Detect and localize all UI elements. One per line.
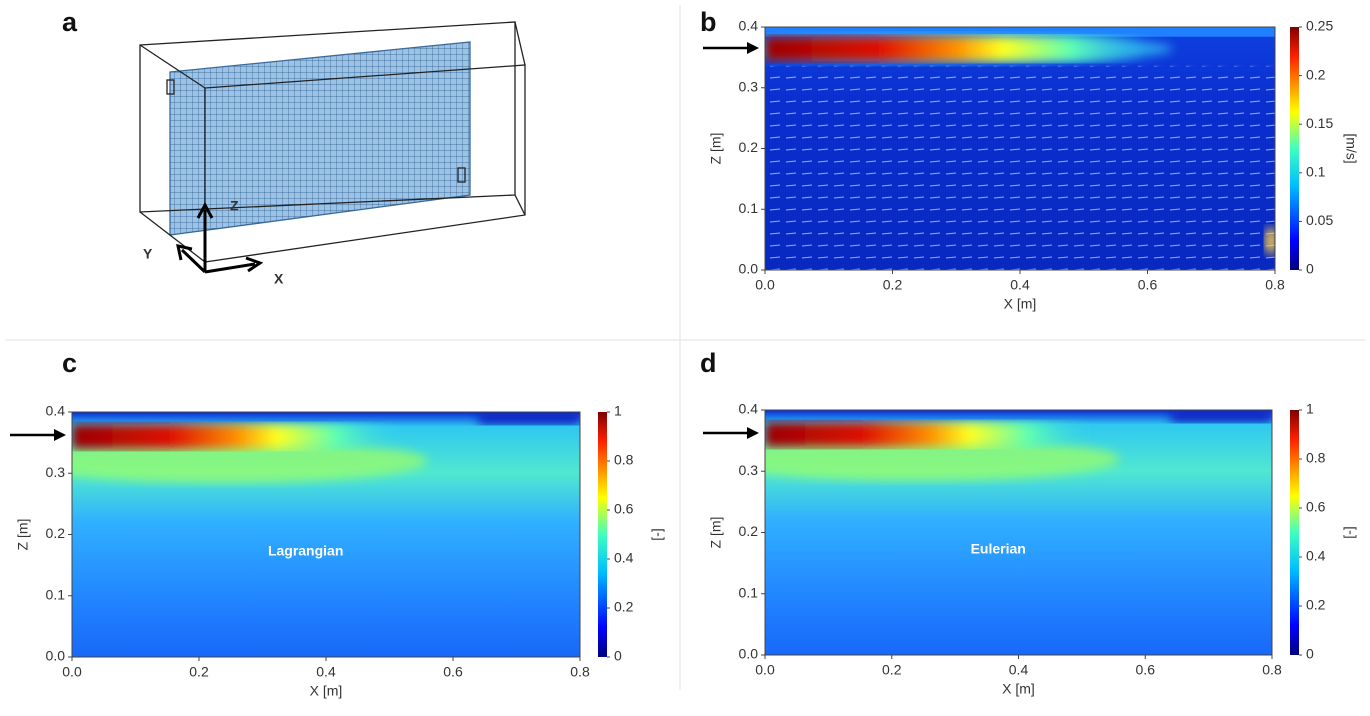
x-tick-label: 0.4 — [316, 664, 336, 680]
y-axis-label: Z [m] — [708, 517, 724, 549]
colorbar-tick-label: 0.6 — [1306, 499, 1326, 515]
colorbar-label: [-] — [651, 528, 667, 540]
field-top — [765, 27, 1275, 37]
top-edge — [478, 412, 580, 425]
y-tick-label: 0.4 — [46, 403, 66, 419]
x-tick-label: 0.8 — [1262, 662, 1282, 678]
y-tick-label: 0.4 — [739, 401, 759, 417]
panel-label: c — [62, 348, 77, 378]
domain-sketch — [139, 21, 526, 263]
x-axis-label: X [m] — [310, 683, 343, 699]
colorbar-tick-label: 0.2 — [614, 599, 634, 615]
x-tick-label: 0.2 — [882, 662, 902, 678]
inlet-arrowhead — [747, 42, 759, 54]
colorbar-tick-label: 0.2 — [1306, 597, 1326, 613]
colorbar — [1290, 27, 1299, 270]
plume — [72, 424, 403, 449]
field-map — [72, 412, 580, 657]
x-axis-label: X [m] — [1004, 296, 1037, 312]
y-tick-label: 0.3 — [46, 464, 66, 480]
y-tick-label: 0.0 — [46, 648, 66, 664]
x-axis-label: X [m] — [1002, 681, 1035, 697]
y-tick-label: 0.1 — [739, 200, 759, 216]
colorbar-tick-label: 0.8 — [1306, 450, 1326, 466]
inlet-arrowhead — [747, 427, 759, 439]
x-tick-label: 0.2 — [883, 277, 903, 293]
y-tick-label: 0.2 — [739, 139, 759, 155]
colorbar-tick-label: 0 — [614, 648, 622, 664]
top-edge — [1170, 410, 1272, 423]
x-tick-label: 0.8 — [1265, 277, 1285, 293]
y-tick-label: 0.2 — [739, 523, 759, 539]
plume-glow — [72, 438, 428, 484]
colorbar-label: [-] — [1343, 526, 1359, 538]
panel-label: b — [700, 7, 717, 37]
plume — [765, 36, 1148, 62]
plume — [765, 422, 1095, 447]
coordinate-axes — [176, 201, 264, 274]
colorbar-tick-label: 0.15 — [1306, 115, 1333, 131]
y-tick-label: 0.0 — [739, 261, 759, 277]
x-tick-label: 0.4 — [1009, 662, 1029, 678]
x-tick-label: 0.0 — [755, 277, 775, 293]
y-tick-label: 0.0 — [739, 646, 759, 662]
y-axis-label: Z [m] — [15, 519, 31, 551]
panel-label: a — [62, 7, 78, 37]
x-tick-label: 0.2 — [189, 664, 209, 680]
annotation: Lagrangian — [268, 542, 343, 558]
axis-name: Z — [230, 198, 239, 214]
colorbar-tick-label: 1 — [1306, 401, 1314, 417]
colorbar-label: [m/s] — [1343, 133, 1359, 163]
colorbar — [598, 412, 607, 657]
colorbar-tick-label: 0.1 — [1306, 164, 1326, 180]
x-tick-label: 0.0 — [62, 664, 82, 680]
x-tick-label: 0.0 — [755, 662, 775, 678]
x-tick-label: 0.8 — [570, 664, 590, 680]
colorbar-tick-label: 0 — [1306, 261, 1314, 277]
x-tick-label: 0.4 — [1010, 277, 1030, 293]
field — [72, 412, 580, 657]
colorbar — [1290, 410, 1299, 655]
colorbar-tick-label: 0 — [1306, 646, 1314, 662]
y-tick-label: 0.1 — [46, 586, 66, 602]
field — [765, 410, 1272, 655]
field — [765, 27, 1275, 270]
y-tick-label: 0.2 — [46, 525, 66, 541]
colorbar-tick-label: 0.4 — [1306, 548, 1326, 564]
colorbar-tick-label: 0.4 — [614, 550, 634, 566]
panel-label: d — [700, 348, 717, 378]
field-map — [765, 410, 1272, 655]
colorbar-tick-label: 0.8 — [614, 452, 634, 468]
colorbar-tick-label: 0.25 — [1306, 18, 1333, 34]
vectors — [765, 65, 1275, 270]
y-tick-label: 0.4 — [739, 18, 759, 34]
field-map — [765, 27, 1275, 270]
inlet-arrowhead — [54, 429, 66, 441]
annotation: Eulerian — [971, 540, 1026, 556]
x-tick-label: 0.6 — [1138, 277, 1158, 293]
outlet — [1265, 226, 1275, 255]
y-tick-label: 0.1 — [739, 584, 759, 600]
x-tick-label: 0.6 — [443, 664, 463, 680]
y-axis-label: Z [m] — [708, 133, 724, 165]
x-tick-label: 0.6 — [1136, 662, 1156, 678]
y-tick-label: 0.3 — [739, 78, 759, 94]
axis-name: Y — [143, 246, 153, 262]
plume-glow — [765, 436, 1120, 482]
y-tick-label: 0.3 — [739, 462, 759, 478]
colorbar-tick-label: 0.05 — [1306, 212, 1333, 228]
colorbar-tick-label: 0.2 — [1306, 66, 1326, 82]
colorbar-tick-label: 1 — [614, 403, 622, 419]
colorbar-tick-label: 0.6 — [614, 501, 634, 517]
axis-name: X — [274, 271, 284, 287]
